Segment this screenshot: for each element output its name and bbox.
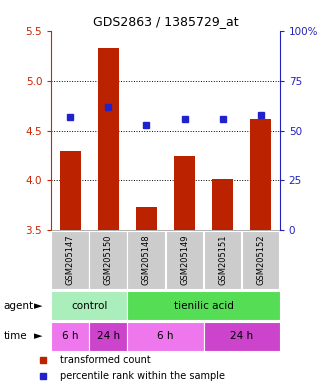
Bar xyxy=(51,231,89,289)
Text: 6 h: 6 h xyxy=(157,331,174,341)
Text: 6 h: 6 h xyxy=(62,331,78,341)
Text: 24 h: 24 h xyxy=(97,331,120,341)
Text: agent: agent xyxy=(3,301,33,311)
Bar xyxy=(89,231,127,289)
Bar xyxy=(60,151,81,230)
Bar xyxy=(136,207,157,230)
Text: tienilic acid: tienilic acid xyxy=(174,301,233,311)
Bar xyxy=(166,231,203,289)
Bar xyxy=(204,322,280,351)
Bar xyxy=(242,231,279,289)
Text: 24 h: 24 h xyxy=(230,331,253,341)
Text: time: time xyxy=(3,331,27,341)
Text: control: control xyxy=(71,301,108,311)
Bar xyxy=(127,322,204,351)
Bar xyxy=(98,48,119,230)
Text: transformed count: transformed count xyxy=(60,356,150,366)
Bar xyxy=(204,231,241,289)
Bar xyxy=(89,322,127,351)
Bar xyxy=(250,119,271,230)
Text: ►: ► xyxy=(34,331,42,341)
Bar xyxy=(212,179,233,230)
Text: GSM205147: GSM205147 xyxy=(66,235,75,285)
Bar xyxy=(174,156,195,230)
Text: GSM205151: GSM205151 xyxy=(218,235,227,285)
Bar xyxy=(51,322,89,351)
Text: GSM205148: GSM205148 xyxy=(142,235,151,285)
Text: ►: ► xyxy=(34,301,42,311)
Bar xyxy=(127,291,280,320)
Text: GSM205149: GSM205149 xyxy=(180,235,189,285)
Text: GSM205150: GSM205150 xyxy=(104,235,113,285)
Bar xyxy=(127,231,165,289)
Text: percentile rank within the sample: percentile rank within the sample xyxy=(60,371,224,381)
Title: GDS2863 / 1385729_at: GDS2863 / 1385729_at xyxy=(93,15,238,28)
Text: GSM205152: GSM205152 xyxy=(256,235,265,285)
Bar xyxy=(51,291,127,320)
